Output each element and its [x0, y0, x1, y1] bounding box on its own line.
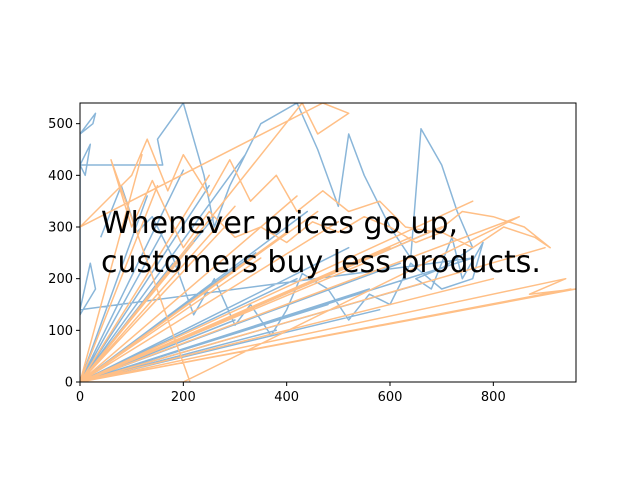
x-tick-label-4: 800 [481, 390, 506, 405]
annotation-line-1: Whenever prices go up, [101, 206, 458, 241]
annotation-line-2: customers buy less products. [101, 245, 541, 280]
y-tick-label-3: 300 [48, 221, 73, 236]
y-axis: 0 100 200 300 400 500 [48, 117, 80, 391]
chart-annotation: Whenever prices go up, customers buy les… [101, 206, 541, 280]
y-tick-label-5: 500 [48, 117, 73, 132]
series-layer [80, 103, 576, 382]
x-axis: 0 200 400 600 800 [76, 382, 506, 405]
series-line-2 [80, 103, 576, 382]
y-tick-label-2: 200 [48, 272, 73, 287]
x-tick-label-1: 200 [171, 390, 196, 405]
y-tick-label-1: 100 [48, 324, 73, 339]
plot-frame [79, 102, 577, 383]
x-tick-label-2: 400 [274, 390, 299, 405]
x-tick-label-0: 0 [76, 390, 84, 405]
y-tick-label-0: 0 [65, 376, 73, 391]
y-tick-label-4: 400 [48, 169, 73, 184]
x-tick-label-3: 600 [378, 390, 403, 405]
